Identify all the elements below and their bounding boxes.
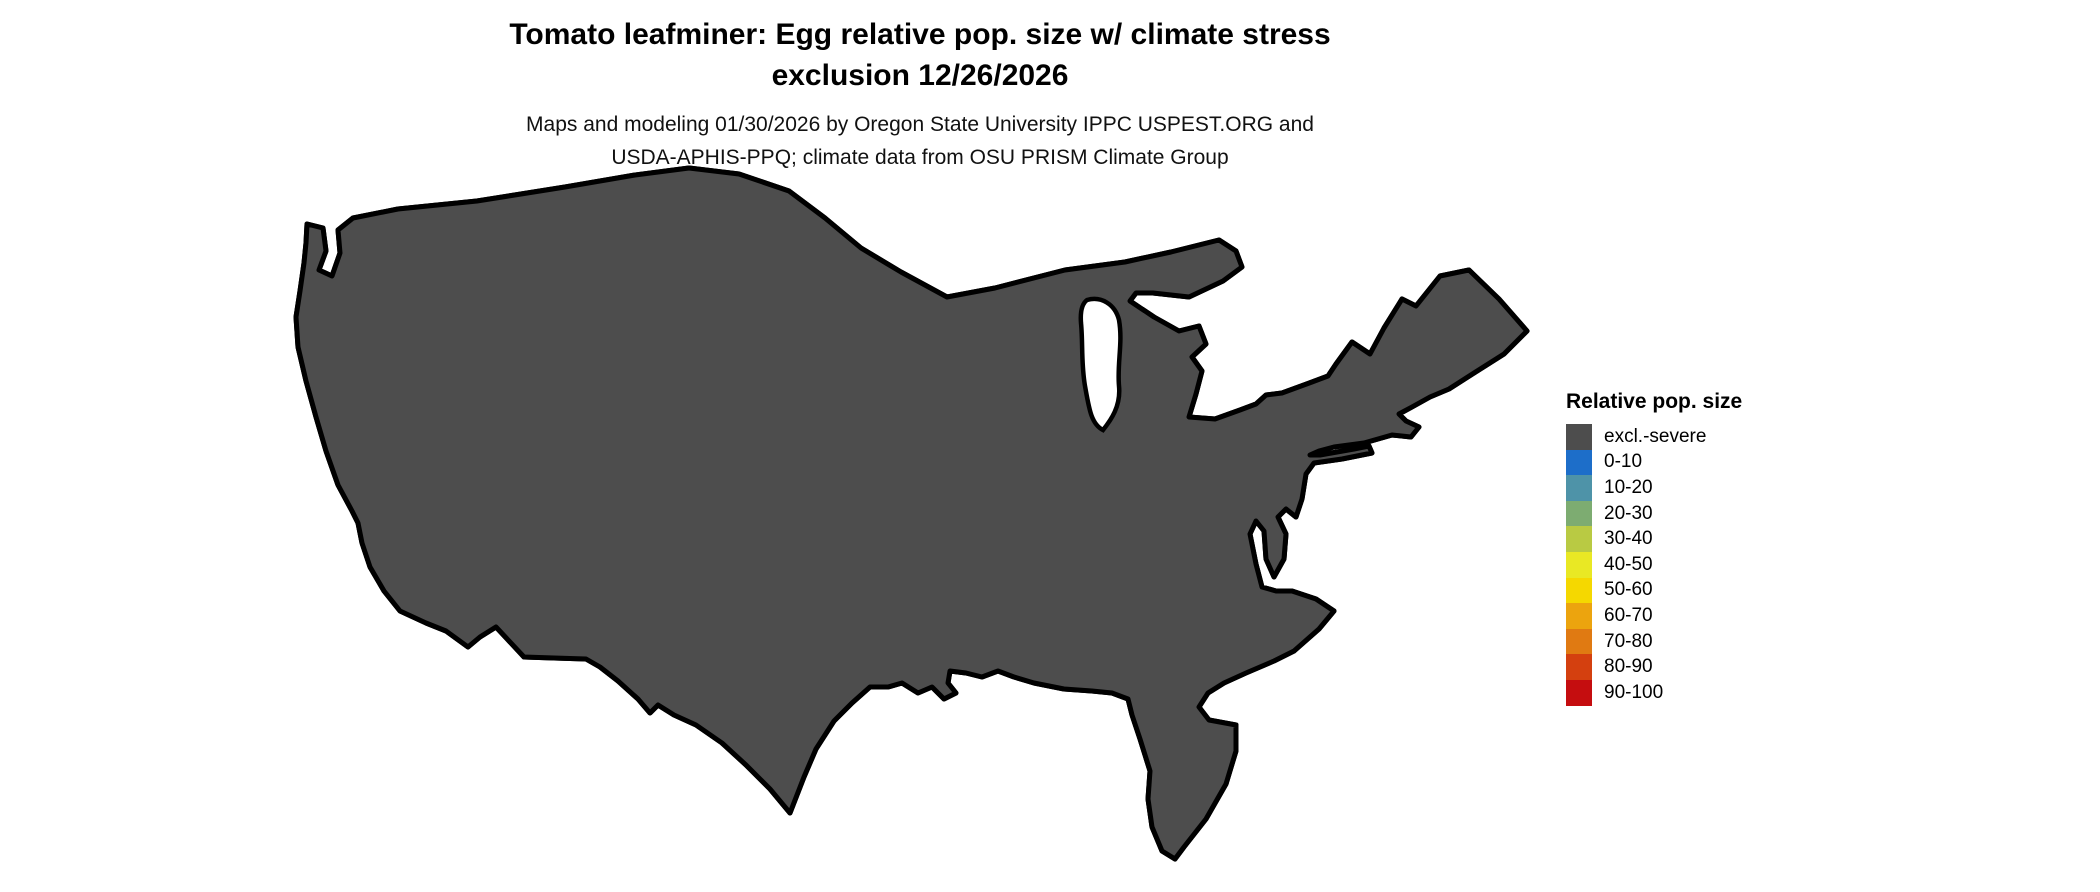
legend-swatch: [1566, 654, 1592, 680]
legend-row: 60-70: [1566, 603, 1742, 629]
legend-label: 30-40: [1604, 528, 1653, 550]
legend-title: Relative pop. size: [1566, 390, 1743, 413]
map-title-line1: Tomato leafminer: Egg relative pop. size…: [509, 18, 1331, 51]
us-map: [233, 158, 1530, 882]
legend-items: excl.-severe 0-10 10-20 20-30 30-40 40-5…: [1566, 424, 1742, 706]
legend-swatch: [1566, 475, 1592, 501]
legend-label: 60-70: [1604, 604, 1653, 626]
legend-row: 30-40: [1566, 526, 1742, 552]
legend-label: 70-80: [1604, 630, 1653, 652]
legend-row: excl.-severe: [1566, 424, 1742, 450]
legend-swatch: [1566, 551, 1592, 578]
legend-swatch: [1566, 577, 1592, 604]
legend-label: 80-90: [1604, 656, 1653, 678]
legend-row: 10-20: [1566, 475, 1742, 501]
legend-row: 20-30: [1566, 500, 1742, 527]
legend-row: 70-80: [1566, 628, 1742, 655]
legend-row: 50-60: [1566, 577, 1742, 604]
coastline-stroke: [296, 168, 1527, 859]
legend-label: 50-60: [1604, 579, 1653, 601]
map-title-line2: exclusion 12/26/2026: [771, 59, 1069, 92]
legend-swatch: [1566, 449, 1592, 476]
legend-row: 40-50: [1566, 551, 1742, 578]
map-subtitle-line1: Maps and modeling 01/30/2026 by Oregon S…: [526, 113, 1314, 136]
legend-row: 90-100: [1566, 679, 1742, 706]
legend-label: excl.-severe: [1604, 425, 1707, 447]
legend: Relative pop. size excl.-severe 0-10 10-…: [1566, 390, 1742, 706]
header: Tomato leafminer: Egg relative pop. size…: [0, 14, 1840, 174]
legend-swatch: [1566, 603, 1592, 629]
map-subtitle-line2: USDA-APHIS-PPQ; climate data from OSU PR…: [611, 146, 1229, 169]
legend-row: 0-10: [1566, 449, 1742, 476]
legend-label: 10-20: [1604, 476, 1653, 498]
legend-label: 0-10: [1604, 451, 1643, 473]
us-map-svg: [293, 165, 1530, 862]
legend-row: 80-90: [1566, 654, 1742, 680]
legend-label: 90-100: [1604, 681, 1664, 703]
legend-label: 40-50: [1604, 553, 1653, 575]
legend-swatch: [1566, 679, 1592, 706]
legend-swatch: [1566, 526, 1592, 552]
lake-michigan: [1078, 296, 1123, 433]
legend-swatch: [1566, 424, 1592, 450]
legend-swatch: [1566, 500, 1592, 527]
legend-label: 20-30: [1604, 502, 1653, 524]
map-subtitle: Maps and modeling 01/30/2026 by Oregon S…: [0, 108, 1840, 174]
legend-swatch: [1566, 628, 1592, 655]
